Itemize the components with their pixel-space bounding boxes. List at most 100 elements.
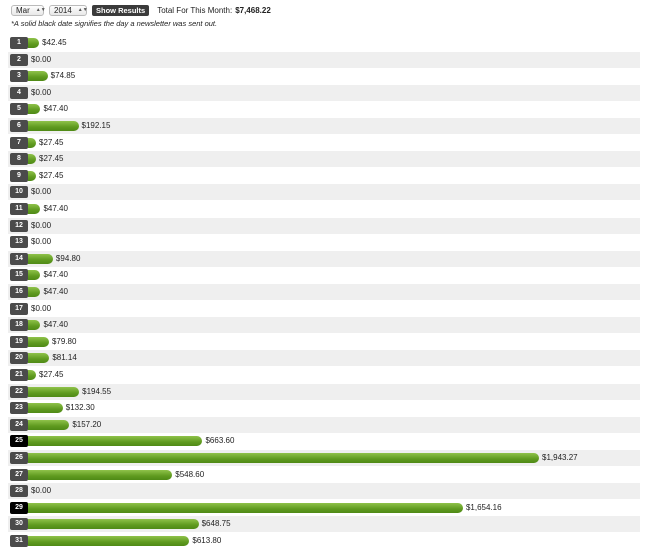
day-label[interactable]: 6 bbox=[10, 120, 28, 132]
day-label[interactable]: 30 bbox=[10, 518, 28, 531]
sales-bar bbox=[28, 386, 80, 397]
day-label[interactable]: 14 bbox=[10, 252, 28, 265]
day-label[interactable]: 7 bbox=[10, 136, 28, 149]
total-label: Total For This Month: bbox=[157, 5, 233, 15]
day-label[interactable]: 5 bbox=[10, 103, 28, 116]
day-label[interactable]: 1 bbox=[10, 37, 28, 49]
sales-bar bbox=[28, 204, 41, 214]
value-label: $192.15 bbox=[81, 121, 111, 130]
day-label[interactable]: 21 bbox=[10, 369, 28, 381]
value-label: $47.40 bbox=[43, 204, 68, 213]
show-results-button[interactable]: Show Results bbox=[92, 4, 150, 16]
day-label[interactable]: 28 bbox=[10, 485, 28, 498]
value-label: $74.85 bbox=[50, 71, 76, 81]
day-label[interactable]: 27 bbox=[10, 468, 28, 481]
sales-bar bbox=[28, 253, 53, 264]
day-label[interactable]: 2 bbox=[10, 53, 28, 66]
chart-row: 16 $47.40 bbox=[8, 284, 640, 300]
day-label[interactable]: 11 bbox=[10, 203, 28, 215]
day-label[interactable]: 10 bbox=[10, 186, 28, 199]
newsletter-note: *A solid black date signifies the day a … bbox=[11, 19, 218, 28]
day-label[interactable]: 25 bbox=[10, 435, 28, 448]
chart-row: 4 $0.00 bbox=[8, 84, 640, 101]
chart-row: 5 $47.40 bbox=[8, 101, 640, 117]
day-label[interactable]: 9 bbox=[10, 169, 28, 182]
sales-bar bbox=[28, 419, 70, 430]
year-select-value: 2014 bbox=[54, 5, 72, 15]
sales-bar bbox=[28, 38, 40, 48]
sales-bar bbox=[28, 320, 41, 331]
sales-bar bbox=[28, 502, 463, 513]
value-label: $1,654.16 bbox=[465, 502, 502, 512]
value-label: $27.45 bbox=[39, 154, 64, 164]
value-label: $0.00 bbox=[31, 87, 52, 97]
chart-row: 9 $27.45 bbox=[8, 168, 640, 184]
chart-row: 1 $42.45 bbox=[8, 35, 640, 51]
day-label[interactable]: 16 bbox=[10, 286, 28, 298]
sales-bar bbox=[28, 104, 41, 115]
sales-bar bbox=[28, 436, 203, 447]
day-label[interactable]: 31 bbox=[10, 535, 28, 547]
day-label[interactable]: 13 bbox=[10, 236, 28, 249]
value-label: $47.40 bbox=[43, 104, 68, 114]
year-select[interactable]: 2014 ▲▼ bbox=[49, 4, 88, 16]
day-label[interactable]: 23 bbox=[10, 402, 28, 415]
value-label: $613.80 bbox=[192, 536, 222, 545]
sales-bar bbox=[28, 336, 49, 347]
day-label[interactable]: 26 bbox=[10, 452, 28, 464]
value-label: $47.40 bbox=[43, 287, 68, 296]
value-label: $42.45 bbox=[42, 38, 67, 47]
value-label: $27.45 bbox=[39, 370, 64, 379]
day-label[interactable]: 18 bbox=[10, 319, 28, 332]
sales-bar bbox=[28, 137, 36, 148]
chart-row: 7 $27.45 bbox=[8, 135, 640, 151]
chart-row: 3 $74.85 bbox=[8, 68, 640, 84]
sales-bar bbox=[28, 121, 79, 131]
value-label: $0.00 bbox=[31, 54, 52, 64]
total-value: $7,468.22 bbox=[235, 5, 271, 15]
day-label[interactable]: 29 bbox=[10, 501, 28, 514]
chart-row: 12 $0.00 bbox=[8, 217, 640, 234]
select-arrows-icon: ▲▼ bbox=[35, 7, 46, 13]
month-select[interactable]: Mar ▲▼ bbox=[11, 4, 46, 16]
day-label[interactable]: 24 bbox=[10, 418, 28, 431]
chart-row: 28 $0.00 bbox=[8, 483, 640, 500]
chart-row: 13 $0.00 bbox=[8, 234, 640, 250]
value-label: $0.00 bbox=[31, 486, 52, 496]
chart-row: 18 $47.40 bbox=[8, 317, 640, 334]
chart-row: 30 $648.75 bbox=[8, 516, 640, 533]
chart-row: 2 $0.00 bbox=[8, 51, 640, 68]
chart-row: 15 $47.40 bbox=[8, 267, 640, 283]
value-label: $548.60 bbox=[175, 469, 205, 479]
month-select-value: Mar bbox=[16, 5, 30, 15]
chart-row: 21 $27.45 bbox=[8, 367, 640, 383]
value-label: $47.40 bbox=[43, 270, 68, 280]
sales-bar bbox=[28, 71, 48, 82]
day-label[interactable]: 4 bbox=[10, 86, 28, 99]
chart-row: 29 $1,654.16 bbox=[8, 500, 640, 516]
sales-bar bbox=[28, 370, 36, 380]
day-label[interactable]: 12 bbox=[10, 219, 28, 232]
chart-row: 10 $0.00 bbox=[8, 184, 640, 201]
day-label[interactable]: 19 bbox=[10, 335, 28, 348]
sales-bar bbox=[28, 270, 41, 281]
chart-row: 25 $663.60 bbox=[8, 433, 640, 449]
sales-bar bbox=[28, 536, 190, 546]
value-label: $94.80 bbox=[55, 253, 81, 263]
value-label: $0.00 bbox=[31, 220, 52, 230]
day-label[interactable]: 15 bbox=[10, 269, 28, 282]
sales-bar bbox=[28, 519, 199, 530]
value-label: $648.75 bbox=[201, 519, 231, 529]
day-label[interactable]: 3 bbox=[10, 70, 28, 83]
sales-bar bbox=[28, 287, 41, 297]
day-label[interactable]: 8 bbox=[10, 153, 28, 166]
sales-bar bbox=[28, 154, 36, 165]
day-label[interactable]: 22 bbox=[10, 385, 28, 398]
day-label[interactable]: 20 bbox=[10, 352, 28, 365]
chart-row: 14 $94.80 bbox=[8, 250, 640, 267]
chart-row: 27 $548.60 bbox=[8, 467, 640, 483]
value-label: $0.00 bbox=[31, 187, 52, 197]
chart-row: 26 $1,943.27 bbox=[8, 450, 640, 466]
day-label[interactable]: 17 bbox=[10, 302, 28, 315]
sales-bar bbox=[28, 453, 539, 463]
